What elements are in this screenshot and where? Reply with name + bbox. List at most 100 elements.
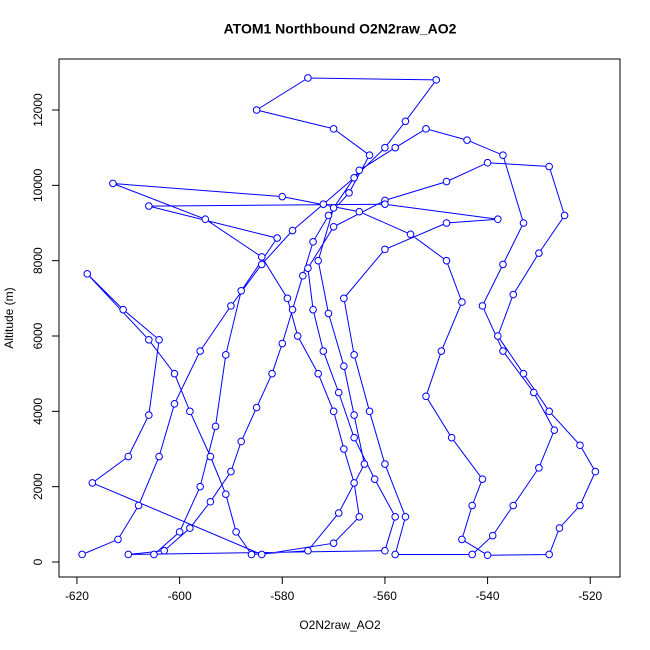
data-point	[324, 211, 333, 220]
data-point	[257, 550, 266, 559]
data-point	[499, 151, 507, 160]
data-point	[519, 219, 528, 227]
data-point	[324, 309, 333, 318]
y-tick-label: 10000	[31, 168, 45, 202]
data-point	[88, 479, 97, 487]
data-point	[350, 411, 358, 419]
data-point	[458, 298, 466, 306]
data-point	[283, 294, 292, 303]
x-tick-label: -600	[168, 589, 192, 603]
data-point	[186, 524, 194, 532]
data-line	[81, 77, 596, 556]
data-point	[309, 238, 317, 246]
data-point	[478, 302, 487, 310]
data-point	[186, 407, 194, 416]
data-point	[299, 271, 307, 280]
data-point	[124, 452, 133, 461]
data-point	[381, 200, 389, 208]
data-point	[334, 388, 343, 397]
data-point	[227, 467, 235, 476]
data-point	[509, 290, 518, 299]
data-point	[381, 460, 389, 468]
data-point	[119, 305, 127, 314]
data-point	[329, 407, 338, 416]
data-point	[494, 332, 502, 340]
data-point	[340, 445, 348, 453]
data-point	[304, 546, 312, 555]
data-point	[591, 467, 600, 476]
y-tick-label: 0	[31, 558, 45, 565]
data-point	[483, 551, 492, 560]
data-point	[340, 362, 348, 370]
data-point	[278, 192, 287, 201]
y-axis-label: Altitude (m)	[2, 287, 16, 348]
data-point	[329, 125, 338, 133]
data-point	[550, 426, 559, 434]
plot-frame	[58, 58, 621, 578]
data-point	[257, 253, 266, 261]
data-point	[150, 550, 158, 559]
y-tick-label: 12000	[31, 93, 45, 127]
data-point	[247, 550, 256, 559]
data-point	[319, 200, 328, 208]
data-point	[365, 151, 374, 160]
data-point	[483, 158, 492, 167]
data-point	[134, 501, 143, 510]
data-point	[360, 460, 369, 468]
data-point	[273, 234, 281, 242]
data-point	[422, 392, 430, 401]
data-point	[488, 531, 497, 540]
data-point	[78, 550, 86, 559]
data-point	[145, 202, 153, 210]
x-tick-label: -560	[373, 589, 397, 603]
data-point	[211, 422, 220, 431]
data-point	[370, 475, 379, 483]
data-point	[288, 305, 297, 314]
y-tick-label: 6000	[31, 322, 45, 349]
data-point	[145, 335, 153, 344]
data-point	[160, 546, 169, 555]
data-point	[545, 550, 553, 559]
data-point	[355, 166, 364, 175]
data-point	[252, 403, 261, 412]
data-point	[494, 215, 502, 224]
data-point	[499, 260, 507, 269]
data-point	[196, 482, 204, 491]
chart-title: ATOM1 Northbound O2N2raw_AO2	[224, 21, 457, 37]
data-point	[560, 211, 569, 220]
data-point	[237, 287, 246, 295]
data-point	[268, 369, 276, 378]
x-axis-label: O2N2raw_AO2	[299, 618, 381, 632]
data-point	[401, 117, 410, 126]
data-point	[222, 351, 230, 359]
data-point	[329, 222, 338, 231]
data-point	[232, 528, 240, 536]
data-point	[314, 369, 322, 378]
data-point	[237, 437, 246, 446]
y-tick-label: 2000	[31, 473, 45, 500]
data-point	[201, 215, 210, 224]
data-point	[355, 513, 364, 521]
y-tick-label: 4000	[31, 398, 45, 425]
data-point	[437, 347, 446, 355]
data-point	[83, 270, 92, 278]
data-point	[109, 179, 117, 188]
data-point	[381, 245, 389, 254]
data-point	[442, 177, 451, 186]
data-point	[145, 411, 153, 419]
data-point	[155, 452, 163, 461]
data-point	[381, 546, 389, 555]
data-point	[499, 347, 507, 355]
data-point	[545, 162, 553, 171]
data-point	[155, 335, 163, 344]
data-point	[442, 256, 451, 265]
data-point	[468, 550, 476, 559]
data-point	[478, 475, 487, 483]
data-point	[576, 441, 584, 450]
data-point	[222, 490, 230, 499]
data-point	[227, 302, 235, 310]
y-tick-label: 8000	[31, 247, 45, 274]
data-point	[391, 143, 399, 152]
data-point	[576, 501, 584, 510]
